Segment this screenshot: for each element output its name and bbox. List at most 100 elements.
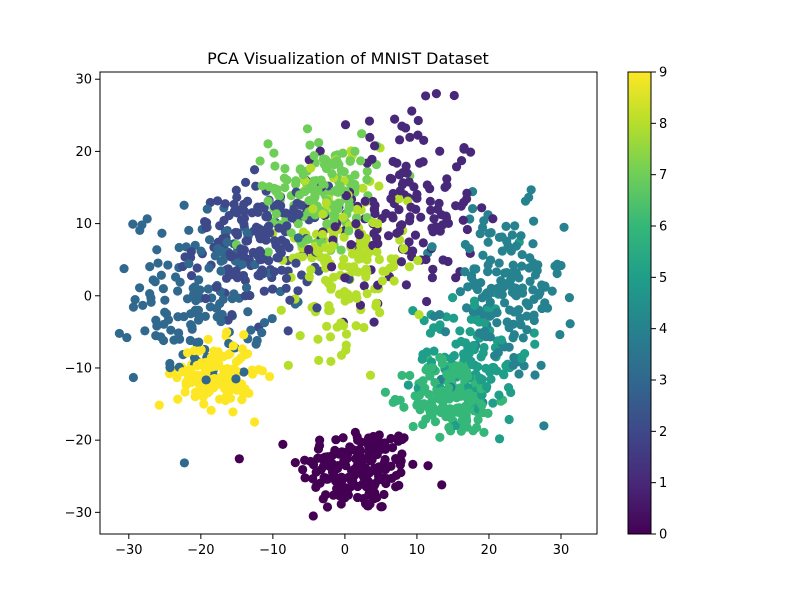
scatter-point: [399, 433, 409, 443]
scatter-point: [502, 236, 512, 246]
scatter-point: [394, 194, 404, 204]
scatter-point: [302, 124, 313, 134]
scatter-point: [175, 277, 185, 287]
scatter-point: [330, 206, 340, 216]
scatter-point: [389, 276, 399, 286]
scatter-point: [519, 361, 529, 371]
scatter-point: [221, 364, 231, 374]
scatter-point: [425, 196, 435, 206]
scatter-point: [249, 417, 260, 427]
scatter-point: [481, 363, 491, 373]
scatter-point: [511, 241, 522, 251]
scatter-point: [505, 305, 515, 315]
scatter-point: [325, 459, 335, 469]
scatter-point: [300, 473, 310, 483]
scatter-point: [497, 246, 507, 256]
scatter-point: [172, 372, 182, 383]
scatter-point: [555, 329, 565, 340]
scatter-point: [491, 267, 502, 277]
scatter-point: [218, 255, 228, 265]
scatter-point: [201, 375, 211, 385]
scatter-point: [352, 432, 362, 442]
scatter-point: [410, 230, 421, 240]
scatter-point: [357, 453, 367, 464]
scatter-point: [225, 393, 236, 403]
scatter-point: [547, 286, 557, 296]
scatter-point: [373, 218, 383, 229]
scatter-point: [262, 210, 272, 220]
scatter-point: [354, 230, 364, 240]
scatter-point: [281, 273, 292, 283]
scatter-point: [376, 502, 386, 512]
scatter-point: [186, 271, 197, 281]
scatter-point: [537, 280, 547, 290]
scatter-point: [488, 398, 498, 408]
scatter-point: [323, 474, 333, 484]
scatter-point: [156, 332, 166, 342]
scatter-point: [269, 148, 279, 158]
scatter-point: [269, 267, 279, 277]
scatter-point: [405, 212, 415, 222]
scatter-point: [222, 237, 232, 247]
scatter-point: [458, 389, 468, 399]
colorbar-tick-label: 0: [659, 528, 667, 543]
scatter-point: [529, 294, 539, 304]
scatter-point: [152, 245, 162, 255]
scatter-point: [509, 352, 519, 363]
scatter-point: [306, 163, 316, 173]
scatter-point: [169, 335, 179, 345]
scatter-point: [179, 458, 189, 468]
scatter-point: [327, 169, 337, 179]
y-tick-label: 20: [75, 145, 92, 160]
scatter-point: [464, 244, 474, 254]
scatter-point: [163, 260, 173, 270]
scatter-point: [479, 427, 489, 437]
scatter-point: [536, 360, 546, 371]
scatter-point: [427, 273, 437, 283]
scatter-point: [433, 204, 443, 214]
scatter-point: [322, 502, 333, 512]
scatter-point: [297, 252, 308, 262]
scatter-point: [283, 360, 293, 371]
scatter-point: [216, 266, 226, 276]
scatter-point: [312, 247, 322, 257]
scatter-point: [455, 287, 465, 297]
scatter-point: [244, 388, 254, 398]
scatter-point: [203, 284, 213, 294]
scatter-point: [138, 300, 148, 310]
y-tick-label: −20: [65, 434, 92, 449]
scatter-point: [492, 307, 502, 318]
scatter-point: [122, 332, 132, 343]
scatter-point: [317, 229, 328, 240]
scatter-point: [516, 231, 526, 241]
scatter-point: [413, 115, 423, 126]
scatter-point: [494, 434, 505, 444]
scatter-point: [313, 334, 323, 344]
scatter-point: [529, 315, 539, 326]
scatter-point: [565, 319, 575, 329]
scatter-point: [259, 286, 269, 296]
scatter-point: [255, 246, 265, 256]
scatter-point: [469, 264, 479, 274]
scatter-points: [114, 89, 575, 521]
scatter-point: [241, 283, 252, 293]
scatter-point: [325, 244, 335, 254]
scatter-point: [148, 275, 158, 285]
scatter-point: [247, 208, 257, 218]
scatter-point: [512, 306, 522, 316]
scatter-point: [446, 353, 456, 364]
scatter-point: [357, 129, 367, 139]
scatter-point: [507, 230, 517, 240]
scatter-point: [360, 478, 370, 488]
scatter-point: [280, 163, 290, 174]
scatter-point: [383, 231, 394, 241]
y-tick-label: −30: [65, 506, 92, 521]
x-tick-label: −30: [115, 543, 142, 558]
scatter-point: [270, 161, 280, 171]
scatter-point: [322, 219, 332, 229]
scatter-point: [352, 204, 362, 215]
scatter-point: [524, 192, 534, 202]
scatter-point: [224, 210, 234, 221]
scatter-point: [405, 370, 415, 381]
scatter-point: [248, 369, 258, 379]
